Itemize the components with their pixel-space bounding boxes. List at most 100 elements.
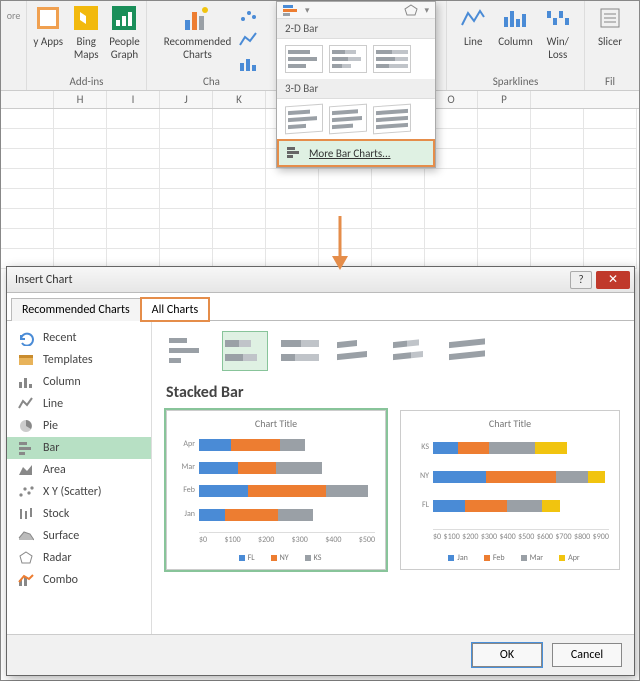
sidebar-item-label: Templates [43,353,93,367]
col-header[interactable]: K [213,91,266,108]
sidebar-item-templates[interactable]: Templates [7,349,151,371]
tab-recommended-label: Recommended Charts [22,303,130,317]
recent-icon [17,331,35,345]
sidebar-item-scatter[interactable]: X Y (Scatter) [7,481,151,503]
sidebar-item-label: Column [43,375,81,389]
subtype-3d-100stacked-bar[interactable] [446,331,492,371]
sidebar-item-recent[interactable]: Recent [7,327,151,349]
tab-all-charts[interactable]: All Charts [141,298,210,321]
dd-3d-100stacked[interactable] [373,104,411,135]
people-graph-button[interactable]: People Graph [109,3,140,61]
dd-2d-100stacked[interactable] [373,45,411,73]
line-icon [17,397,35,411]
dd-2d-title: 2-D Bar [277,19,435,39]
sidebar-item-line[interactable]: Line [7,393,151,415]
slicer-button[interactable]: Slicer [595,3,625,48]
surface-icon [17,529,35,543]
insert-chart-dialog: Insert Chart ? ✕ Recommended Charts All … [6,266,635,676]
bing-maps-label: Bing Maps [74,35,99,61]
subtype-3d-clustered-bar[interactable] [334,331,380,371]
dialog-help-button[interactable]: ? [570,271,592,289]
slicer-label: Slicer [598,35,622,48]
charts-group-label: Cha [203,75,220,88]
sidebar-item-label: Surface [43,529,79,543]
sidebar-item-column[interactable]: Column [7,371,151,393]
recommended-charts-button[interactable]: Recommended Charts [164,3,231,61]
templates-icon [17,353,35,367]
dialog-tabs: Recommended Charts All Charts [7,297,634,321]
bar-chart-active-icon [283,4,299,16]
ribbon-group-charts: Recommended Charts Cha [147,1,277,90]
ribbon-group-cutoff: ore [1,1,27,90]
dialog-titlebar[interactable]: Insert Chart ? ✕ [7,267,634,293]
subtype-stacked-bar[interactable] [222,331,268,371]
bing-maps-button[interactable]: Bing Maps [71,3,101,61]
sparkline-winloss-label: Win/ Loss [547,35,569,61]
addins-group-label: Add-ins [70,75,104,88]
filters-group-label: Fil [605,75,615,88]
sidebar-item-pie[interactable]: Pie [7,415,151,437]
col-header[interactable]: J [160,91,213,108]
preview-2[interactable]: Chart Title KSNYFL$0$100$200$300$400$500… [400,410,620,570]
radar-icon [17,551,35,565]
sidebar-item-label: Radar [43,551,72,565]
column-chart-icon[interactable] [239,55,259,73]
col-header[interactable]: I [107,91,160,108]
dialog-close-button[interactable]: ✕ [596,271,630,289]
radar-icon[interactable] [404,4,418,16]
dialog-title: Insert Chart [15,273,73,287]
subtype-name: Stacked Bar [166,383,620,402]
ok-button[interactable]: OK [472,643,542,667]
scatter-icon [17,485,35,499]
column-icon [17,375,35,389]
sidebar-item-surface[interactable]: Surface [7,525,151,547]
more-bar-charts[interactable]: More Bar Charts... [277,139,435,167]
chart-subtype-thumbs [166,331,620,371]
ribbon-group-addins: y Apps Bing Maps People Graph Add-ins [27,1,147,90]
scatter-icon[interactable] [239,7,259,25]
more-bar-label: More Bar Charts... [309,147,391,160]
sparkline-column-button[interactable]: Column [498,3,533,61]
bar-icon [17,441,35,455]
preview-1-title: Chart Title [173,417,379,430]
subtype-3d-stacked-bar[interactable] [390,331,436,371]
dd-3d-stacked[interactable] [329,104,367,135]
sidebar-item-area[interactable]: Area [7,459,151,481]
preview-1[interactable]: Chart Title AprMarFebJan$0$100$200$300$4… [166,410,386,570]
dd-2d-row [277,39,435,79]
sparkline-line-button[interactable]: Line [458,3,488,61]
tab-recommended[interactable]: Recommended Charts [11,298,141,321]
chart-mainpane: Stacked Bar Chart Title AprMarFebJan$0$1… [152,321,634,634]
my-apps-label: y Apps [33,35,63,48]
sidebar-item-combo[interactable]: Combo [7,569,151,591]
dd-2d-stacked[interactable] [329,45,367,73]
col-header[interactable]: H [54,91,107,108]
pie-icon [17,419,35,433]
my-apps-button[interactable]: y Apps [33,3,63,61]
people-graph-label: People Graph [109,35,140,61]
cancel-button[interactable]: Cancel [552,643,622,667]
dd-2d-clustered[interactable] [285,45,323,73]
sparkline-column-label: Column [498,35,533,48]
area-icon [17,463,35,477]
store-label-cut: ore [7,3,21,22]
chart-previews: Chart Title AprMarFebJan$0$100$200$300$4… [166,410,620,570]
chart-type-sidebar: Recent Templates Column Line Pie Bar AreaX Y (… [7,321,152,634]
ribbon-group-sparklines: Line Column Win/ Loss Sparklines [447,1,585,90]
sparkline-winloss-button[interactable]: Win/ Loss [543,3,573,61]
dd-3d-clustered[interactable] [285,104,323,135]
subtype-clustered-bar[interactable] [166,331,212,371]
sidebar-item-label: Recent [43,331,77,345]
tab-all-charts-label: All Charts [152,303,199,317]
sidebar-item-radar[interactable]: Radar [7,547,151,569]
combo-icon [17,573,35,587]
sidebar-item-label: Line [43,397,63,411]
sidebar-item-label: Pie [43,419,58,433]
annotation-arrow-icon [328,216,352,271]
sidebar-item-bar[interactable]: Bar [7,437,151,459]
subtype-100stacked-bar[interactable] [278,331,324,371]
line-chart-icon[interactable] [239,31,259,49]
sidebar-item-stock[interactable]: Stock [7,503,151,525]
col-header[interactable]: P [478,91,531,108]
sidebar-item-label: Bar [43,441,59,455]
